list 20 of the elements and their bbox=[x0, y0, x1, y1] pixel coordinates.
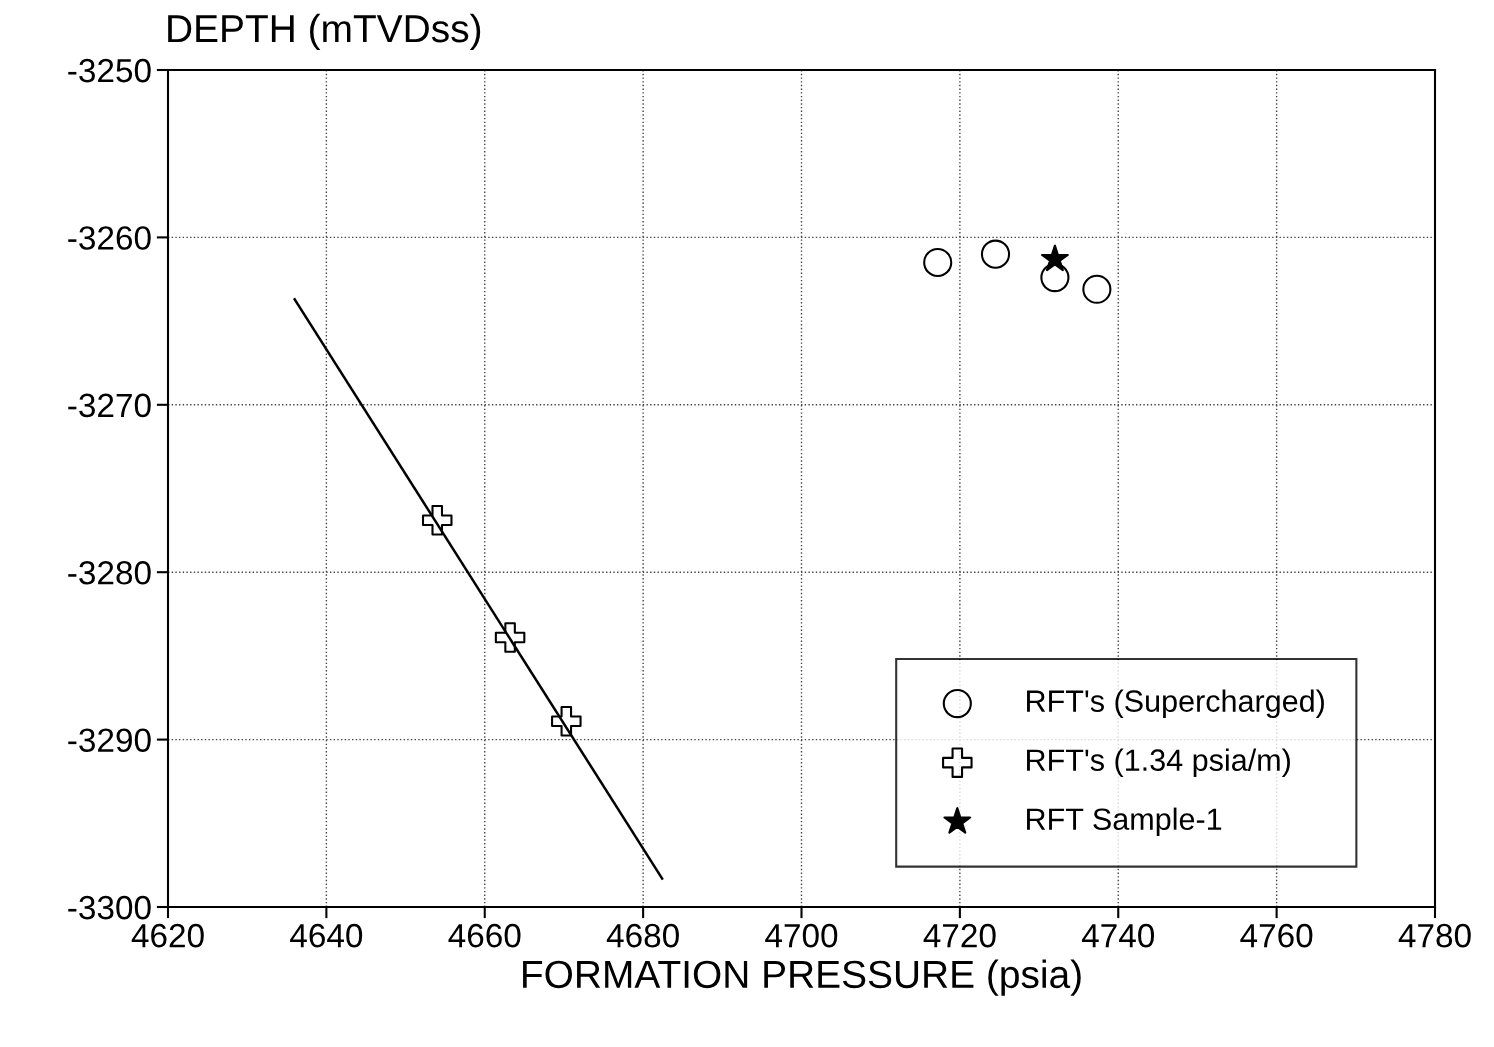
x-axis-title: FORMATION PRESSURE (psia) bbox=[523, 959, 1081, 996]
y-tick-label: -3250 bbox=[68, 58, 151, 83]
x-tick-label: 4640 bbox=[290, 923, 363, 948]
legend-label: RFT Sample-1 bbox=[1027, 807, 1222, 837]
y-tick-label: -3270 bbox=[68, 393, 151, 418]
x-tick-label: 4620 bbox=[131, 923, 204, 948]
x-tick-label: 4760 bbox=[1240, 923, 1313, 948]
x-tick-label: 4680 bbox=[606, 923, 679, 948]
x-tick-label: 4780 bbox=[1398, 923, 1471, 948]
x-tick-label: 4720 bbox=[923, 923, 996, 948]
x-tick-label: 4660 bbox=[448, 923, 521, 948]
y-tick-label: -3300 bbox=[68, 895, 151, 920]
y-axis-title: DEPTH (mTVDss) bbox=[168, 13, 481, 51]
y-tick-label: -3290 bbox=[68, 728, 151, 753]
y-tick-label: -3280 bbox=[68, 561, 151, 585]
x-tick-label: 4700 bbox=[765, 923, 838, 948]
legend-label: RFT's (1.34 psia/m) bbox=[1027, 748, 1290, 778]
legend-label: RFT's (Supercharged) bbox=[1027, 689, 1324, 718]
y-tick-label: -3260 bbox=[68, 226, 151, 250]
x-tick-label: 4740 bbox=[1081, 923, 1155, 948]
